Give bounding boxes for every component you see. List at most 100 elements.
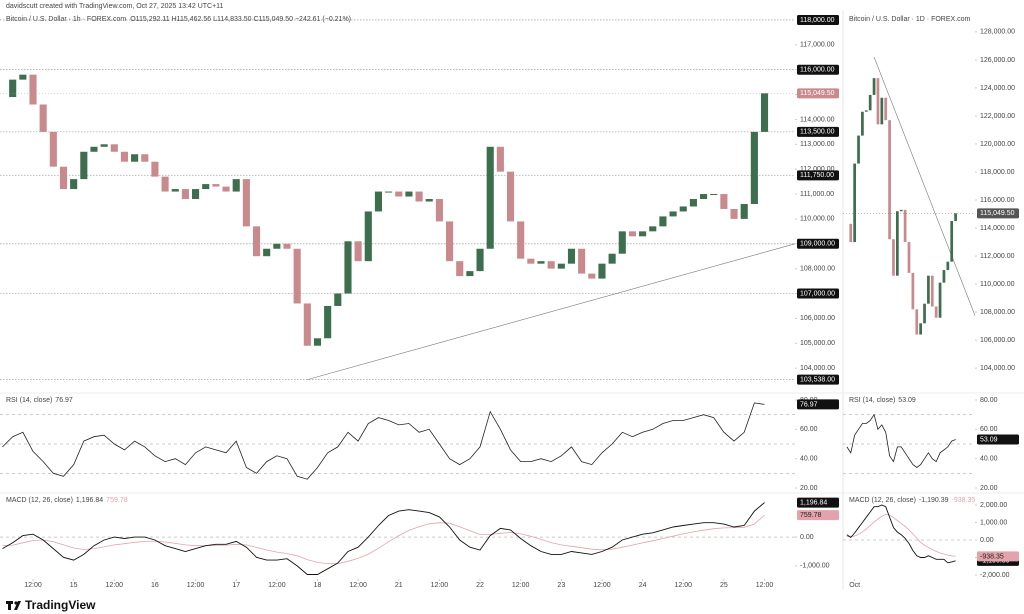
level-label-box	[797, 126, 839, 137]
logo-icon	[14, 601, 21, 610]
candle	[202, 184, 210, 190]
candle	[730, 208, 738, 219]
candle	[100, 144, 108, 147]
candle	[496, 146, 504, 172]
macd-last-label: 1,196.84	[800, 499, 827, 506]
y-tick-label: 104,000.00	[800, 365, 835, 372]
x-tick-label: 12:00	[431, 582, 449, 589]
y-tick-label: 20.00	[980, 485, 998, 492]
candle	[374, 191, 383, 212]
candle	[911, 272, 915, 310]
y-tick-label: 114,000.00	[980, 225, 1015, 232]
candle	[303, 303, 311, 346]
candle	[283, 243, 291, 249]
candle	[710, 194, 718, 196]
candle	[628, 231, 636, 237]
candle	[659, 216, 667, 227]
rsi-name: RSI (14, close)	[6, 397, 52, 404]
symbol-title: Bitcoin / U.S. Dollar · 1D · FOREX.com	[849, 16, 971, 23]
candle	[557, 263, 565, 269]
y-tick-label: 20.00	[800, 485, 818, 492]
candle	[131, 154, 139, 162]
y-tick-label: 120,000.00	[980, 141, 1015, 148]
candle	[567, 248, 576, 264]
candle	[853, 163, 857, 243]
y-tick-label: 1,000.00	[980, 519, 1007, 526]
last-price-label: 115,049.50	[800, 90, 835, 97]
candle	[70, 179, 78, 190]
candle	[293, 248, 301, 304]
rsi-last-label-box	[797, 399, 839, 410]
level-label: 107,000.00	[800, 290, 835, 297]
logo-icon	[8, 601, 11, 610]
candle	[942, 270, 946, 283]
y-tick-label: 40.00	[800, 456, 818, 463]
candle	[923, 303, 926, 324]
candle	[446, 221, 454, 262]
trendline	[873, 57, 976, 316]
credit: davidscutt created with TradingView.com,…	[6, 3, 224, 10]
y-tick-label: 112,000.00	[980, 253, 1015, 260]
y-tick-label: 117,000.00	[800, 42, 835, 49]
candle	[49, 131, 57, 167]
y-tick-label: 112,000.00	[800, 166, 835, 173]
candle	[354, 241, 362, 262]
candle	[689, 199, 697, 207]
candle	[578, 248, 586, 274]
rsi-last-label: 76.97	[800, 401, 818, 408]
candle	[950, 221, 954, 262]
candle	[263, 248, 271, 257]
candle	[938, 282, 942, 318]
candle	[946, 261, 950, 271]
candle	[273, 243, 281, 249]
chart-title: Bitcoin / U.S. Dollar · 1h · FOREX.com O1…	[6, 16, 351, 23]
macd-signal-value: 759.78	[106, 497, 128, 504]
y-tick-label: 122,000.00	[980, 113, 1015, 120]
candle	[876, 78, 880, 125]
y-tick-label: 114,000.00	[800, 116, 835, 123]
candle	[151, 161, 159, 177]
x-tick-label: 18	[314, 582, 322, 589]
candle	[760, 93, 769, 132]
candle	[915, 309, 919, 335]
x-tick-label: 12:00	[593, 582, 611, 589]
candle	[192, 189, 200, 200]
candle	[19, 74, 27, 80]
rsi-last-label-box	[977, 434, 1019, 445]
candle	[232, 179, 240, 192]
rsi-title: RSI (14, close) 53.09	[849, 397, 916, 404]
candle	[39, 104, 47, 132]
macd-title: MACD (12, 26, close) -1,190.39 -938.35	[849, 497, 975, 504]
candle	[120, 151, 129, 162]
candle	[517, 221, 525, 259]
candle	[895, 211, 899, 276]
y-tick-label: 126,000.00	[980, 57, 1015, 64]
macd-signal-line	[846, 513, 956, 557]
candle	[110, 144, 118, 152]
y-tick-label: 0.00	[800, 534, 814, 541]
candle	[486, 146, 494, 249]
x-tick-label: 12:00	[756, 582, 774, 589]
macd-title: MACD (12, 26, close) 1,196.84 759.78	[6, 497, 128, 504]
x-tick-label: 23	[557, 582, 565, 589]
candle	[872, 78, 876, 95]
y-tick-label: -2,000.00	[980, 572, 1010, 579]
candle	[849, 223, 853, 243]
x-tick-label: 24	[639, 582, 647, 589]
logo-text: TradingView	[25, 598, 96, 612]
rsi-name: RSI (14, close)	[849, 397, 895, 404]
candle	[344, 241, 352, 294]
macd-signal-value: -938.35	[952, 497, 976, 504]
y-tick-label: 116,000.00	[980, 197, 1015, 204]
y-tick-label: 110,000.00	[980, 281, 1015, 288]
x-tick-label: 16	[151, 582, 159, 589]
y-tick-label: 104,000.00	[980, 365, 1015, 372]
x-tick-label: 12:00	[674, 582, 692, 589]
rsi-value: 76.97	[55, 397, 73, 404]
candle	[868, 94, 872, 111]
candle	[405, 191, 413, 197]
candle	[9, 79, 17, 98]
y-tick-label: 80.00	[980, 397, 998, 404]
